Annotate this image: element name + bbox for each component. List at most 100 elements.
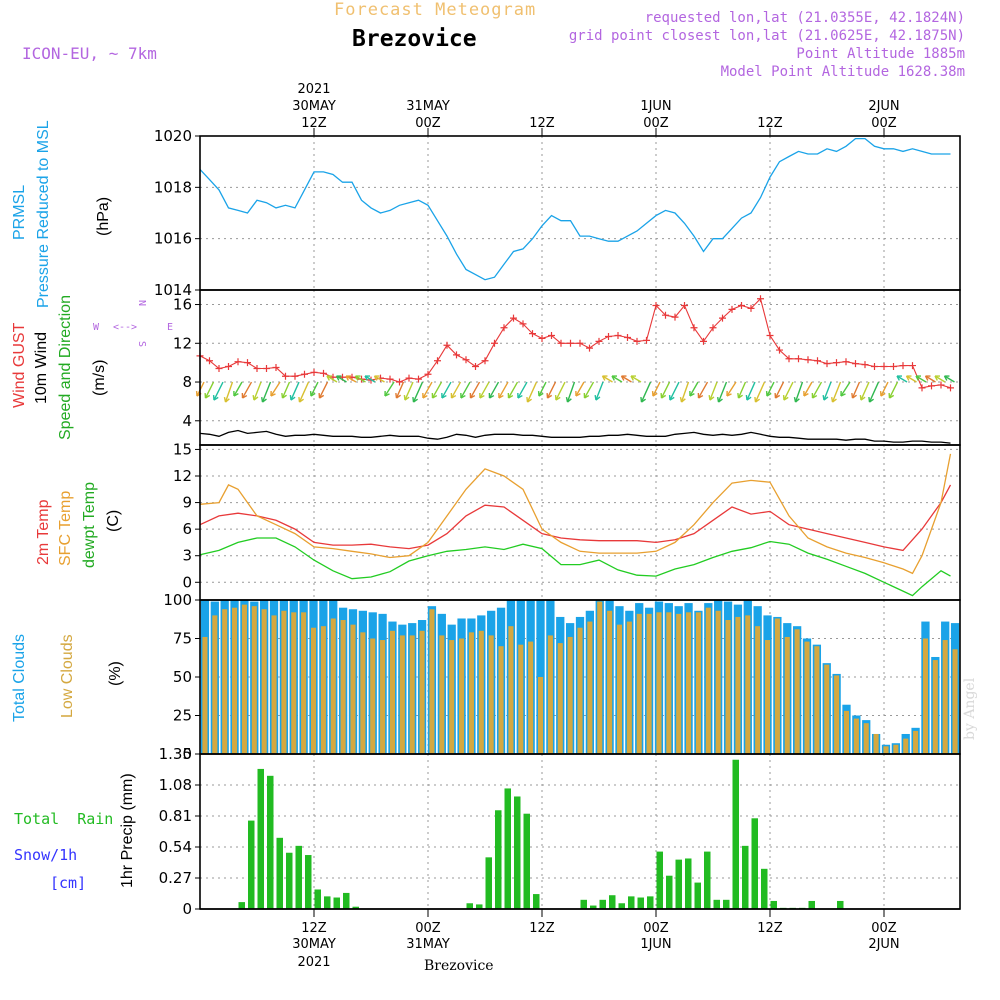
- wind-arrow-head: [630, 375, 637, 381]
- point-altitude: Point Altitude 1885m: [796, 46, 965, 62]
- wind-arrow-head: [879, 390, 886, 397]
- wind-arrow-head: [754, 396, 761, 403]
- wind-arrow: [803, 381, 813, 397]
- rain-bar: [305, 855, 312, 909]
- wind-arrow-head: [373, 375, 380, 381]
- wind-arrow: [726, 381, 737, 397]
- rain-bar: [666, 875, 673, 909]
- rain-bar: [580, 899, 587, 909]
- low-cloud-bar: [251, 606, 257, 754]
- compass-n: N: [136, 300, 147, 306]
- low-cloud-bar: [883, 746, 889, 754]
- y-tick-label: 16: [173, 296, 192, 314]
- gust-marker: [719, 314, 726, 322]
- wind-arrow: [526, 381, 538, 403]
- low-cloud-bar: [330, 618, 336, 754]
- gust-marker: [206, 357, 213, 365]
- wind-arrow: [709, 381, 718, 401]
- wind-arrow-head: [803, 391, 809, 397]
- gust-marker: [861, 361, 869, 369]
- wind-arrow: [345, 375, 357, 383]
- low-cloud-bar: [695, 612, 701, 754]
- rain-bar: [590, 905, 597, 909]
- wind-arrow: [652, 381, 661, 397]
- low-cloud-bar: [755, 626, 761, 754]
- wind-panel: 4 8 12 16: [173, 290, 960, 445]
- temp-sfc-line: [199, 453, 952, 575]
- y-tick-label: 3: [182, 547, 192, 565]
- wind-arrow-head: [888, 392, 895, 399]
- wind-arrow: [783, 381, 794, 401]
- wind-arrow-head: [479, 393, 485, 399]
- wind-arrow: [395, 381, 405, 399]
- wind-arrow: [831, 381, 842, 403]
- pressure-label-desc: Pressure Reduced to MSL: [35, 120, 52, 308]
- gust-marker: [614, 332, 622, 340]
- rain-bar: [704, 851, 711, 909]
- wind-arrow: [213, 381, 224, 401]
- wind-arrow-head: [601, 375, 608, 381]
- total-clouds-label: Total Clouds: [11, 634, 28, 722]
- low-cloud-bar: [498, 646, 504, 754]
- low-cloud-bar: [468, 632, 474, 754]
- top-hour-label: 00Z: [871, 116, 897, 131]
- wind-arrow: [233, 381, 243, 397]
- low-cloud-bar: [528, 641, 534, 754]
- gust-marker: [709, 324, 717, 332]
- rain-bar: [770, 900, 777, 909]
- gust-marker: [443, 341, 451, 349]
- bottom-hour-label: 12Z: [301, 921, 327, 936]
- top-time-axis: 12Z 30MAY 2021 00Z 31MAY 12Z 00Z 1JUN 12Z 00Z 2JUN: [292, 82, 900, 136]
- wind-arrow-head: [859, 394, 866, 401]
- temp-dew-label: dewpt Temp: [81, 482, 98, 568]
- rain-bar: [723, 899, 730, 909]
- wind-arrow: [669, 381, 680, 401]
- gust-marker: [491, 339, 498, 347]
- top-hour-label: 00Z: [415, 116, 441, 131]
- temperature-panel: 0 3 6 9 12 15: [173, 440, 960, 600]
- rain-bar: [742, 845, 749, 909]
- wind-arrow: [326, 375, 338, 383]
- wind-arrow-head: [488, 393, 495, 399]
- gust-marker: [310, 368, 318, 376]
- gust-marker: [766, 332, 774, 340]
- wind-arrow-head: [774, 392, 781, 399]
- gust-marker: [890, 363, 897, 371]
- rain-bar: [533, 894, 540, 909]
- wind-arrow-head: [575, 391, 581, 397]
- wind-arrow-head: [241, 393, 248, 399]
- gust-marker: [928, 382, 935, 390]
- y-tick-label: 12: [173, 467, 192, 485]
- precip-unit: 1hr Precip (mm): [119, 773, 136, 888]
- wind-arrow: [364, 375, 376, 383]
- wind-arrow: [384, 381, 395, 397]
- wind-arrow-head: [679, 396, 686, 403]
- y-tick-label: 0: [182, 900, 192, 918]
- wind-arrow: [611, 375, 623, 383]
- temp-sfc-label: SFC Temp: [57, 491, 74, 566]
- gust-marker: [557, 339, 565, 347]
- y-tick-label: 0.54: [159, 838, 192, 856]
- gust-marker: [453, 351, 460, 359]
- y-tick-label: 1018: [154, 178, 192, 196]
- bottom-hour-label: 00Z: [415, 921, 441, 936]
- wind-arrow-head: [354, 375, 361, 381]
- rain-bar: [514, 796, 521, 909]
- low-cloud-bar: [202, 636, 208, 754]
- gust-marker: [548, 332, 555, 340]
- wind-arrow-head: [345, 375, 352, 381]
- gust-marker: [434, 357, 441, 365]
- top-hour-label: 12Z: [757, 116, 783, 131]
- snow-label: Snow/1h: [14, 846, 77, 864]
- low-cloud-bar: [271, 615, 277, 754]
- low-cloud-bar: [636, 613, 642, 754]
- bottom-date-label: 2JUN: [868, 937, 899, 952]
- wind-arrow-head: [651, 390, 658, 397]
- wind-arrow-head: [431, 393, 438, 399]
- low-cloud-bar: [409, 635, 415, 754]
- wind-arrow: [281, 381, 291, 399]
- gridpoint-coordinates: grid point closest lon,lat (21.0625E, 42…: [568, 28, 965, 44]
- temp-dew-line: [199, 537, 951, 597]
- wind-arrow-head: [717, 396, 723, 403]
- wind-arrow-head: [905, 375, 912, 381]
